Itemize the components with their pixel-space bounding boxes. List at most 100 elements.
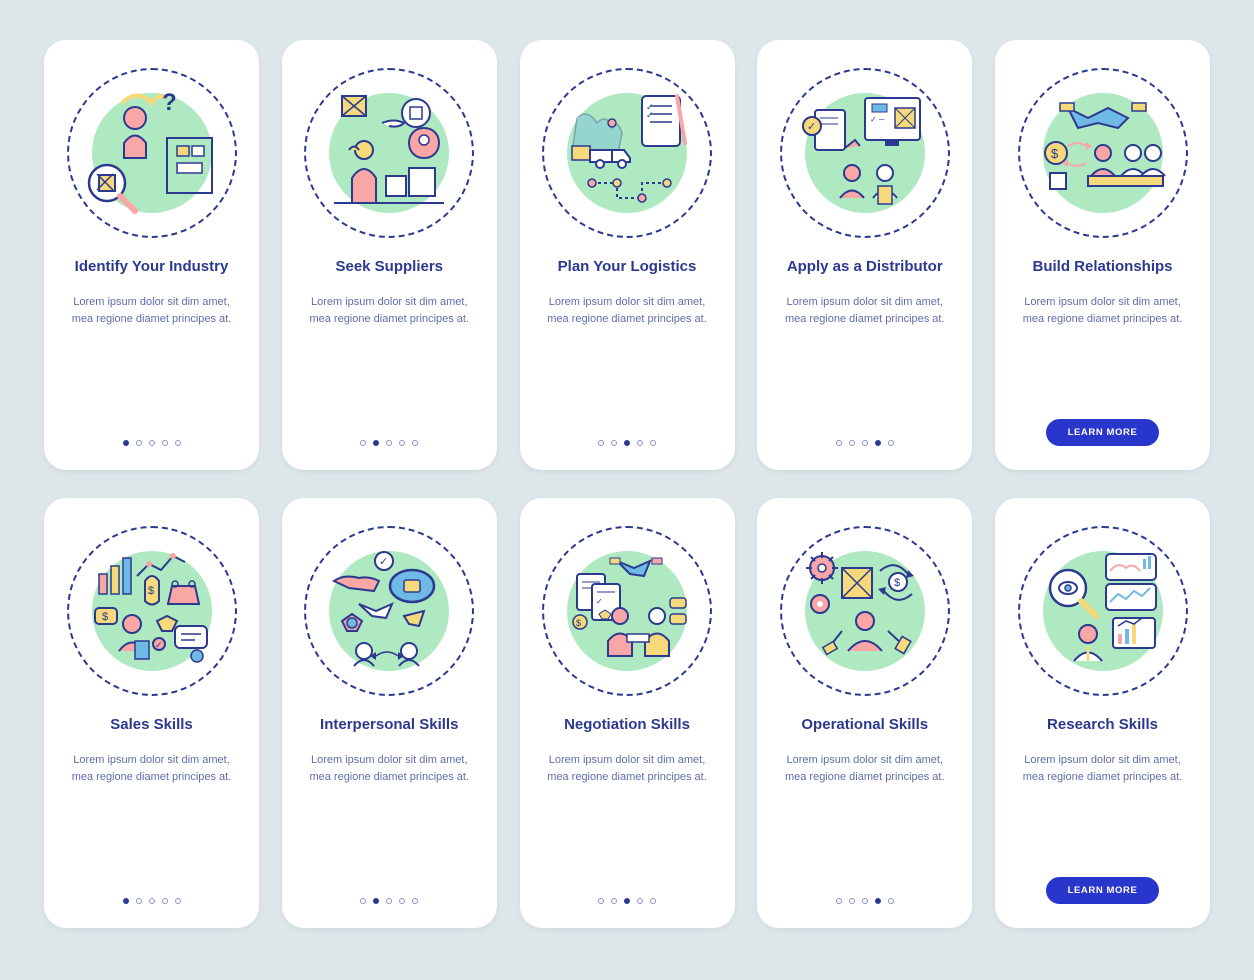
card-sales-skills: $ $ ✓ Sales Skills Lorem ipsum dolor sit… [44, 498, 259, 928]
learn-more-button[interactable]: LEARN MORE [1046, 877, 1160, 904]
dot[interactable] [136, 440, 142, 446]
dot[interactable] [373, 440, 379, 446]
card-interpersonal-skills: ✓ Interpersonal Skills Lorem ipsum dolor… [282, 498, 497, 928]
dot[interactable] [888, 440, 894, 446]
dot[interactable] [875, 440, 881, 446]
dot[interactable] [399, 898, 405, 904]
dot[interactable] [386, 440, 392, 446]
svg-text:$: $ [894, 577, 900, 589]
dot[interactable] [637, 440, 643, 446]
dot[interactable] [412, 898, 418, 904]
card-title: Interpersonal Skills [320, 716, 458, 734]
dot[interactable] [149, 898, 155, 904]
dot[interactable] [888, 898, 894, 904]
page-dots [360, 898, 418, 904]
card-title: Negotiation Skills [564, 716, 690, 734]
card-identify-industry: ? Identify Your Industry Lorem ipsum dol… [44, 40, 259, 470]
card-apply-distributor: ✓ ─ ✓ Apply as a Distributor Lorem ipsum… [757, 40, 972, 470]
card-title: Identify Your Industry [75, 258, 229, 276]
svg-text:✓: ✓ [155, 640, 163, 650]
card-desc: Lorem ipsum dolor sit dim amet, mea regi… [1009, 294, 1196, 419]
learn-more-button[interactable]: LEARN MORE [1046, 419, 1160, 446]
card-title: Apply as a Distributor [787, 258, 943, 276]
dot[interactable] [136, 898, 142, 904]
dot[interactable] [123, 898, 129, 904]
dot[interactable] [624, 440, 630, 446]
card-desc: Lorem ipsum dolor sit dim amet, mea regi… [1009, 752, 1196, 877]
dot[interactable] [836, 440, 842, 446]
page-dots [836, 898, 894, 904]
illustration-negotiation-skills: ✓ $ [542, 526, 712, 696]
card-title: Research Skills [1047, 716, 1158, 734]
card-desc: Lorem ipsum dolor sit dim amet, mea regi… [771, 752, 958, 898]
card-seek-suppliers: Seek Suppliers Lorem ipsum dolor sit dim… [282, 40, 497, 470]
dot[interactable] [162, 440, 168, 446]
page-dots [598, 440, 656, 446]
card-desc: Lorem ipsum dolor sit dim amet, mea regi… [58, 294, 245, 440]
dot[interactable] [123, 440, 129, 446]
dot[interactable] [373, 898, 379, 904]
dot[interactable] [162, 898, 168, 904]
card-title: Plan Your Logistics [558, 258, 697, 276]
page-dots [123, 440, 181, 446]
svg-text:$: $ [1051, 146, 1059, 161]
dot[interactable] [862, 440, 868, 446]
dot[interactable] [149, 440, 155, 446]
dot[interactable] [175, 440, 181, 446]
dot[interactable] [386, 898, 392, 904]
dot[interactable] [360, 440, 366, 446]
card-desc: Lorem ipsum dolor sit dim amet, mea regi… [296, 752, 483, 898]
dot[interactable] [650, 440, 656, 446]
svg-text:✓: ✓ [646, 110, 654, 120]
illustration-build-relationships: $ [1018, 68, 1188, 238]
dot[interactable] [624, 898, 630, 904]
dot[interactable] [611, 898, 617, 904]
card-operational-skills: $ Operational Skills Lorem ipsum dolor s… [757, 498, 972, 928]
illustration-operational-skills: $ [780, 526, 950, 696]
card-research-skills: Research Skills Lorem ipsum dolor sit di… [995, 498, 1210, 928]
card-row-1: ? Identify Your Industry Lorem ipsum dol… [44, 40, 1210, 470]
page-dots [836, 440, 894, 446]
svg-text:✓: ✓ [379, 556, 388, 568]
card-title: Operational Skills [801, 716, 928, 734]
dot[interactable] [412, 440, 418, 446]
svg-text:✓: ✓ [807, 121, 816, 133]
card-desc: Lorem ipsum dolor sit dim amet, mea regi… [534, 752, 721, 898]
illustration-interpersonal-skills: ✓ [304, 526, 474, 696]
dot[interactable] [650, 898, 656, 904]
svg-text:$: $ [102, 611, 108, 623]
dot[interactable] [598, 440, 604, 446]
card-desc: Lorem ipsum dolor sit dim amet, mea regi… [771, 294, 958, 440]
illustration-sales-skills: $ $ ✓ [67, 526, 237, 696]
illustration-research-skills [1018, 526, 1188, 696]
dot[interactable] [849, 440, 855, 446]
card-title: Sales Skills [110, 716, 193, 734]
dot[interactable] [360, 898, 366, 904]
svg-text:?: ? [162, 89, 177, 116]
dot[interactable] [849, 898, 855, 904]
svg-text:✓ ─: ✓ ─ [870, 115, 885, 124]
svg-text:$: $ [148, 585, 154, 597]
dot[interactable] [175, 898, 181, 904]
card-title: Seek Suppliers [335, 258, 443, 276]
dot[interactable] [875, 898, 881, 904]
page-dots [598, 898, 656, 904]
dot[interactable] [399, 440, 405, 446]
card-desc: Lorem ipsum dolor sit dim amet, mea regi… [534, 294, 721, 440]
svg-text:✓: ✓ [596, 597, 603, 606]
svg-text:$: $ [576, 618, 581, 628]
illustration-seek-suppliers [304, 68, 474, 238]
card-build-relationships: $ Build Relationships Lorem ipsum dolor … [995, 40, 1210, 470]
dot[interactable] [637, 898, 643, 904]
page-dots [360, 440, 418, 446]
dot[interactable] [611, 440, 617, 446]
dot[interactable] [862, 898, 868, 904]
card-desc: Lorem ipsum dolor sit dim amet, mea regi… [58, 752, 245, 898]
illustration-plan-logistics: ✓ ✓ [542, 68, 712, 238]
dot[interactable] [598, 898, 604, 904]
card-row-2: $ $ ✓ Sales Skills Lorem ipsum dolor sit… [44, 498, 1210, 928]
card-plan-logistics: ✓ ✓ Plan Your Logistics Lorem ipsum dolo… [520, 40, 735, 470]
card-title: Build Relationships [1032, 258, 1172, 276]
dot[interactable] [836, 898, 842, 904]
illustration-apply-distributor: ✓ ─ ✓ [780, 68, 950, 238]
